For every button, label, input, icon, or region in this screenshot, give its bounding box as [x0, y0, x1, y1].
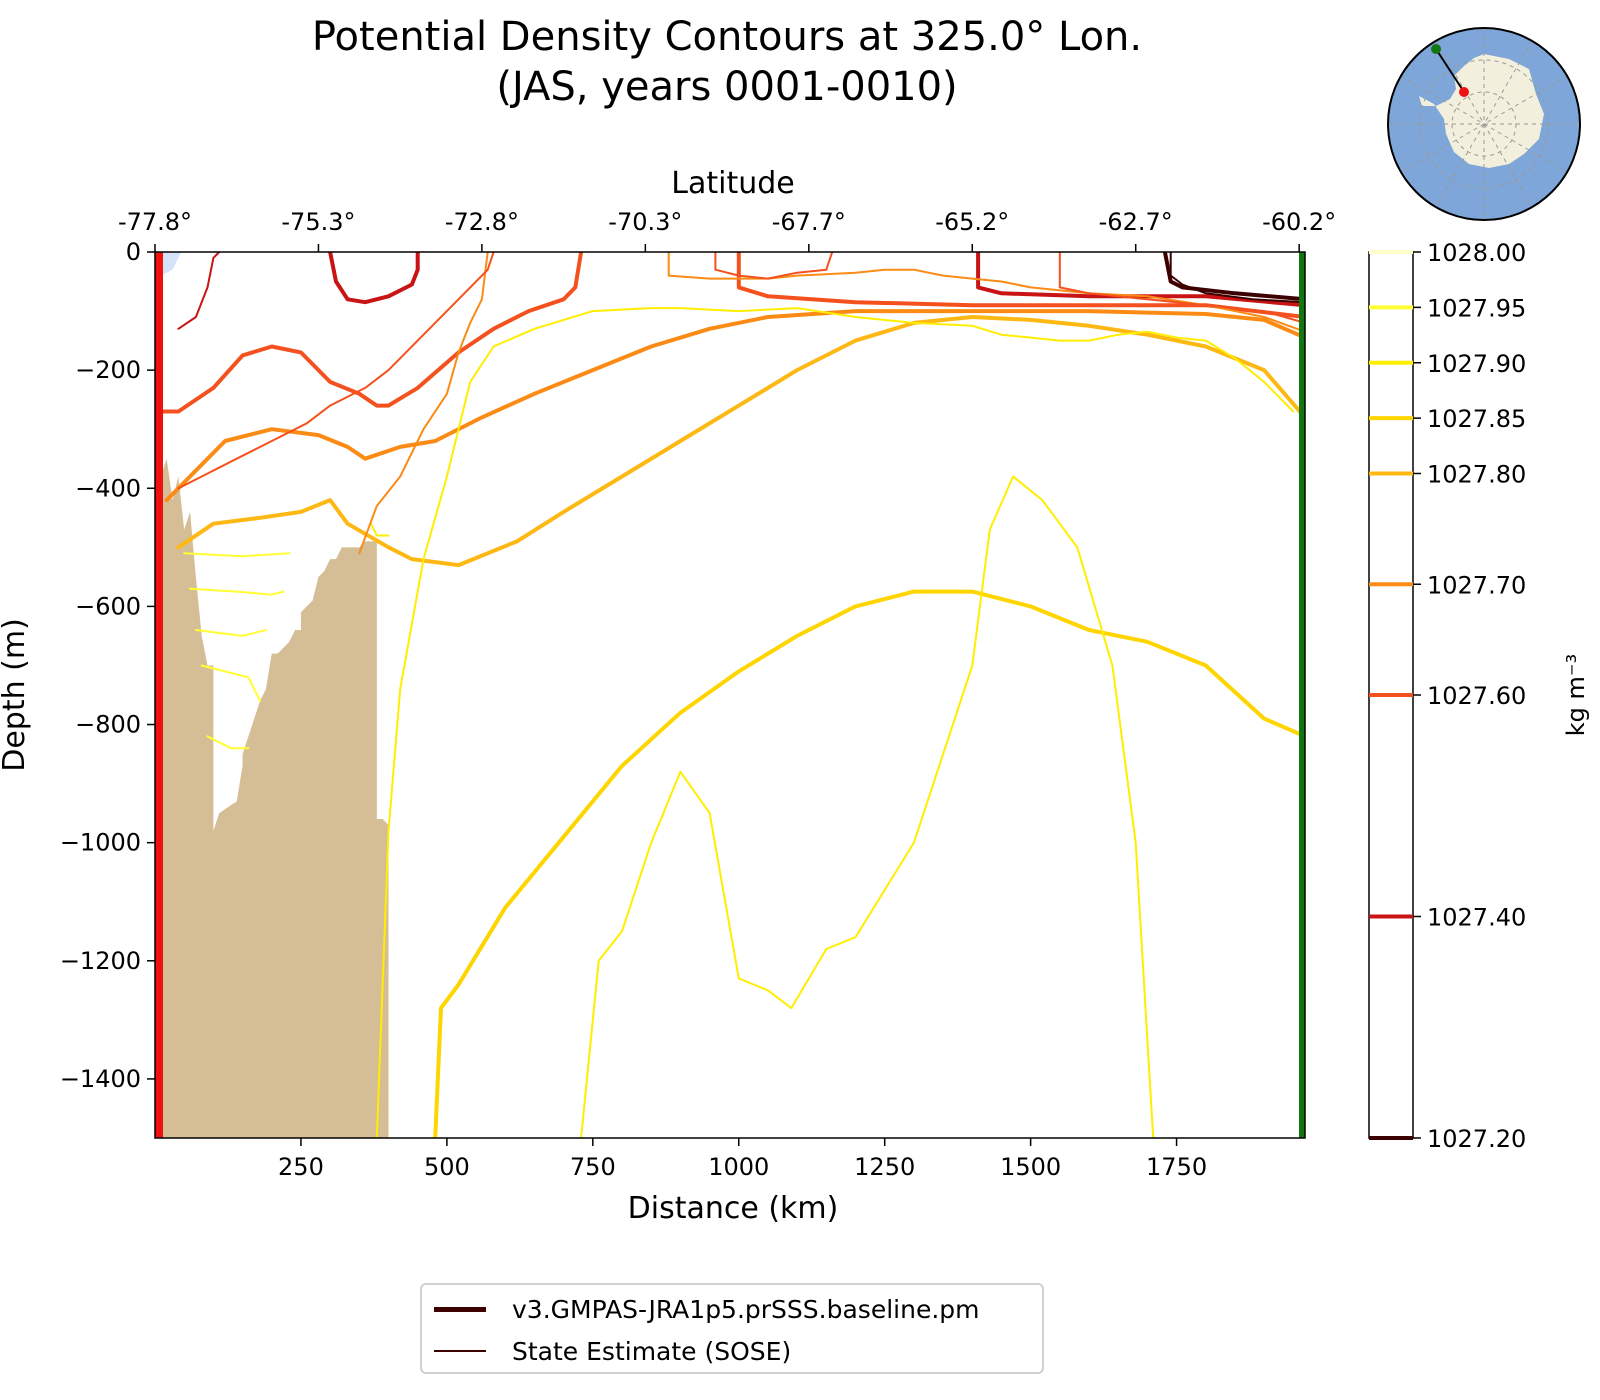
latitude-tick-label: -67.7° — [772, 208, 846, 236]
y-tick-label: −1000 — [60, 829, 141, 857]
latitude-axis-label: Latitude — [671, 166, 794, 201]
chart-subtitle: (JAS, years 0001-0010) — [496, 64, 957, 110]
inset-section-line — [1435, 48, 1465, 93]
colorbar-tick-label: 1027.85 — [1427, 405, 1526, 433]
y-tick-label: −1400 — [60, 1065, 141, 1093]
x-tick-label: 1250 — [854, 1153, 915, 1181]
sose-contour-1027.20-22 — [1169, 252, 1305, 304]
sose-contour-1027.95-10 — [194, 629, 267, 637]
inset-start-marker — [1459, 87, 1469, 97]
colorbar-tick-label: 1027.95 — [1427, 294, 1526, 322]
y-tick-label: −200 — [75, 356, 141, 384]
legend-item-model: v3.GMPAS-JRA1p5.prSSS.baseline.pm — [434, 1291, 980, 1327]
sose-contour-1027.70-17 — [667, 252, 1305, 333]
plot-frame — [154, 251, 1306, 1139]
legend: v3.GMPAS-JRA1p5.prSSS.baseline.pm State … — [420, 1283, 1044, 1374]
chart-title: Potential Density Contours at 325.0° Lon… — [312, 14, 1142, 60]
legend-swatch-model — [434, 1306, 486, 1312]
colorbar-tick-label: 1028.00 — [1427, 239, 1526, 267]
legend-label-model: v3.GMPAS-JRA1p5.prSSS.baseline.pm — [512, 1294, 980, 1324]
y-tick-label: −1200 — [60, 947, 141, 975]
colorbar-tick-label: 1027.20 — [1427, 1125, 1526, 1153]
sose-contour-1027.95-11 — [200, 664, 262, 702]
y-tick-label: −600 — [75, 592, 141, 620]
legend-swatch-sose — [434, 1350, 486, 1352]
depth-ticks: 0 −200 −400 −600 −800 −1000 −1200 −1400 — [60, 238, 155, 1093]
x-axis-label: Distance (km) — [628, 1191, 839, 1226]
inset-end-marker — [1431, 44, 1441, 54]
model-contour-1027.60-4 — [736, 252, 1305, 319]
x-tick-label: 1500 — [1000, 1153, 1061, 1181]
y-tick-label: −800 — [75, 711, 141, 739]
colorbar-units-label: kg m⁻³ — [1562, 654, 1590, 736]
latitude-tick-label: -65.2° — [935, 208, 1009, 236]
sose-contour-1027.90-13 — [370, 522, 390, 537]
colorbar-tick-label: 1027.80 — [1427, 461, 1526, 489]
x-tick-label: 1000 — [708, 1153, 769, 1181]
x-tick-label: 500 — [424, 1153, 470, 1181]
latitude-tick-label: -77.8° — [118, 208, 192, 236]
section-end-marker — [1299, 252, 1305, 1138]
y-tick-label: 0 — [126, 238, 141, 266]
inset-graticule-meridian — [1400, 75, 1568, 173]
colorbar: 1028.00 1027.95 1027.90 1027.85 1027.80 1027.… — [1368, 239, 1526, 1153]
latitude-tick-label: -70.3° — [608, 208, 682, 236]
legend-item-sose: State Estimate (SOSE) — [434, 1333, 791, 1369]
sose-contour-1027.70-16 — [358, 252, 489, 555]
latitude-tick-label: -62.7° — [1099, 208, 1173, 236]
model-contour-1027.70-2 — [164, 309, 1305, 503]
legend-label-sose: State Estimate (SOSE) — [512, 1336, 792, 1366]
model-contour-1027.40-5 — [328, 252, 420, 305]
sose-contour-1027.40-21 — [177, 252, 221, 330]
x-tick-label: 750 — [570, 1153, 616, 1181]
model-contour-1027.85-0 — [433, 589, 1305, 1138]
inset-antarctica — [1419, 54, 1544, 168]
x-tick-label: 1750 — [1146, 1153, 1207, 1181]
colorbar-tick-label: 1027.40 — [1427, 904, 1526, 932]
model-contour-1027.80-1 — [176, 315, 1305, 568]
y-tick-label: −400 — [75, 474, 141, 502]
plot-contents — [155, 252, 1305, 1138]
y-axis-label: Depth (m) — [0, 618, 32, 772]
sose-contour-1027.95-8 — [183, 552, 291, 558]
sose-contour-1027.90-15 — [375, 307, 1295, 1138]
sose-contour-1027.95-9 — [189, 587, 285, 596]
colorbar-tick-label: 1027.90 — [1427, 350, 1526, 378]
ice-shelf — [160, 252, 182, 276]
latitude-ticks: -77.8° -75.3° -72.8° -70.3° -67.7° -65.2° -62.… — [118, 208, 1336, 252]
inset-border — [1387, 27, 1581, 221]
sose-contour-1027.90-14 — [580, 475, 1155, 1138]
inset-graticule-meridian — [1435, 40, 1533, 208]
distance-ticks: 250 500 750 1000 1250 1500 1750 — [278, 1138, 1207, 1181]
model-contour-1027.20-7 — [1162, 252, 1305, 302]
sose-contour-1027.60-19 — [714, 252, 834, 280]
section-start-marker — [155, 252, 163, 1138]
colorbar-tick-label: 1027.70 — [1427, 571, 1526, 599]
sose-contour-1027.60-18 — [177, 252, 495, 490]
colorbar-tick-label: 1027.60 — [1427, 682, 1526, 710]
sose-contour-1027.60-20 — [1058, 252, 1305, 324]
latitude-tick-label: -75.3° — [281, 208, 355, 236]
inset-location-map — [1387, 27, 1581, 221]
latitude-tick-label: -60.2° — [1262, 208, 1336, 236]
model-contour-1027.60-3 — [158, 252, 584, 414]
model-contour-1027.40-6 — [976, 252, 1305, 308]
x-tick-label: 250 — [278, 1153, 324, 1181]
latitude-tick-label: -72.8° — [445, 208, 519, 236]
sose-contour-1027.95-12 — [206, 735, 250, 750]
inset-graticule-meridian — [1400, 75, 1568, 173]
bathymetry — [160, 458, 389, 1138]
